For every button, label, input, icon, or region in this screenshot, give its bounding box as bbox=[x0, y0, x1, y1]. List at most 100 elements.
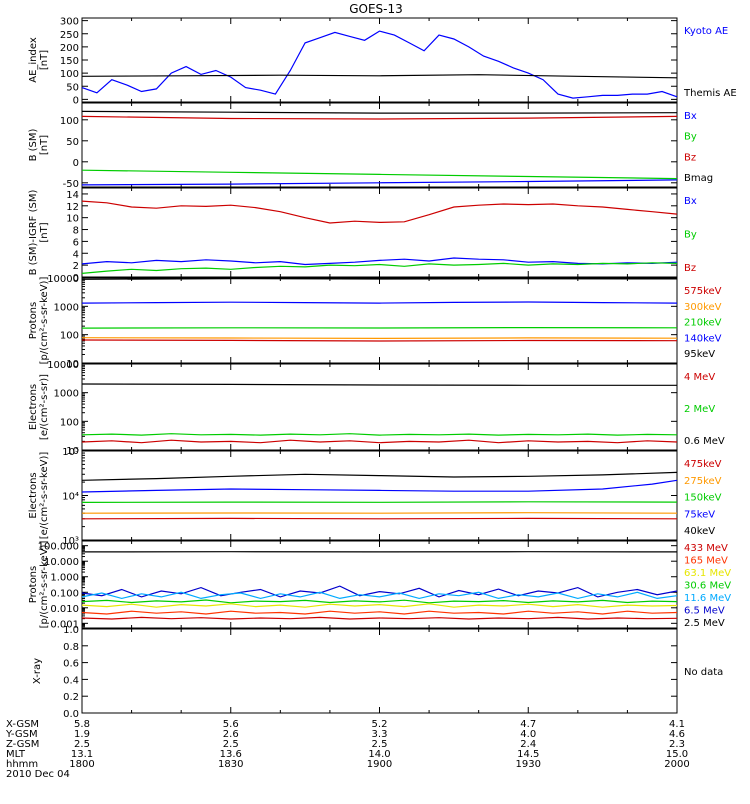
y-tick-label: 10⁵ bbox=[62, 447, 79, 458]
y-tick-label: 0.010 bbox=[50, 604, 79, 615]
panel-frame bbox=[82, 629, 677, 713]
series-line-e275 bbox=[82, 513, 677, 514]
ephemeris-date: 2010 Dec 04 bbox=[6, 769, 70, 780]
legend-e4: 4 MeV bbox=[684, 372, 715, 383]
y-tick-label: 300 bbox=[60, 17, 79, 28]
y-tick-label: 10000 bbox=[47, 274, 79, 285]
y-tick-label: 8 bbox=[73, 226, 79, 237]
ephemeris-table: X-GSMY-GSMZ-GSMMLThhmm5.81.92.513.118005… bbox=[5, 719, 690, 780]
series-line-e40 bbox=[82, 472, 677, 480]
legend-p63: 63.1 MeV bbox=[684, 568, 731, 579]
series-line-by bbox=[82, 170, 677, 178]
series-line-kyoto bbox=[82, 31, 677, 98]
y-tick-label: 100 bbox=[60, 417, 79, 428]
legend-bz: Bz bbox=[684, 263, 696, 274]
y-tick-label: 1000 bbox=[54, 302, 79, 313]
legend-p65: 6.5 MeV bbox=[684, 606, 725, 617]
ephemeris-value: 1900 bbox=[367, 759, 392, 770]
y-tick-label: 0.6 bbox=[63, 659, 79, 670]
y-tick-label: 50 bbox=[66, 82, 79, 93]
panel-electrons2: 10³10⁴10⁵Electrons[e/(cm²-s-sr-keV)]475k… bbox=[28, 447, 722, 547]
legend-by: By bbox=[684, 132, 697, 143]
series-line-p575 bbox=[82, 340, 677, 341]
legend-by: By bbox=[684, 230, 697, 241]
ephemeris-value: 2000 bbox=[664, 759, 689, 770]
legend-bz: Bz bbox=[684, 152, 696, 163]
series-line-p165 bbox=[82, 611, 677, 614]
series-line-bz bbox=[82, 201, 677, 223]
series-line-p433 bbox=[82, 617, 677, 619]
panel-frame bbox=[82, 541, 677, 628]
panel-protons2: 0.0010.0100.1001.00010.000100.000Protons… bbox=[28, 541, 731, 631]
y-tick-label: 6 bbox=[73, 237, 79, 248]
panel-frame bbox=[82, 451, 677, 540]
y-tick-label: 10000 bbox=[47, 360, 79, 371]
y-tick-label: 150 bbox=[60, 56, 79, 67]
no-data-label: No data bbox=[684, 667, 723, 678]
legend-themis: Themis AE bbox=[683, 88, 737, 99]
legend-e2: 2 MeV bbox=[684, 404, 715, 415]
y-tick-label: 0.2 bbox=[63, 692, 79, 703]
series-line-p63 bbox=[82, 604, 677, 607]
figure-title: GOES-13 bbox=[349, 2, 403, 16]
ephemeris-value: 1830 bbox=[218, 759, 243, 770]
y-tick-label: -50 bbox=[63, 179, 79, 190]
y-tick-label: 200 bbox=[60, 43, 79, 54]
y-tick-label: 0.100 bbox=[50, 588, 79, 599]
series-line-e75 bbox=[82, 480, 677, 492]
y-tick-label: 10 bbox=[66, 214, 79, 225]
y-tick-label: 250 bbox=[60, 30, 79, 41]
legend-p11: 11.6 MeV bbox=[684, 593, 731, 604]
series-line-p140 bbox=[82, 302, 677, 303]
panel-protons1: 10100100010000Protons[p/(cm²-s-sr-keV)]5… bbox=[28, 274, 722, 370]
y-tick-label: 10⁴ bbox=[62, 492, 79, 503]
legend-p25: 2.5 MeV bbox=[684, 618, 725, 629]
y-tick-label: 0.8 bbox=[63, 642, 79, 653]
legend-e06: 0.6 MeV bbox=[684, 436, 725, 447]
series-line-p30 bbox=[82, 600, 677, 603]
legend-p433: 433 MeV bbox=[684, 543, 728, 554]
y-axis-label: B (SM)-IGRF (SM)[nT] bbox=[28, 190, 50, 276]
y-tick-label: 100 bbox=[60, 69, 79, 80]
series-line-e150 bbox=[82, 502, 677, 503]
y-tick-label: 2 bbox=[73, 261, 79, 272]
panel-frame bbox=[82, 364, 677, 450]
y-tick-label: 0.4 bbox=[63, 675, 79, 686]
y-tick-label: 50 bbox=[66, 137, 79, 148]
y-tick-label: 100 bbox=[60, 331, 79, 342]
y-axis-label: AE_index[nT] bbox=[28, 37, 50, 83]
series-line-p300 bbox=[82, 338, 677, 339]
y-axis-label: Electrons[e/(cm²-s-sr)] bbox=[28, 374, 50, 440]
series-line-e4 bbox=[82, 440, 677, 443]
legend-p140: 140keV bbox=[684, 333, 722, 344]
series-line-p11 bbox=[82, 592, 677, 598]
series-line-themis bbox=[82, 75, 677, 78]
y-axis-label: Protons[p/(cm²-s-sr-keV)] bbox=[28, 541, 50, 629]
ephemeris-value: 1800 bbox=[69, 759, 94, 770]
legend-kyoto: Kyoto AE bbox=[684, 26, 728, 37]
legend-bmag: Bmag bbox=[684, 173, 713, 184]
y-tick-label: 12 bbox=[66, 202, 79, 213]
legend-e475: 475keV bbox=[684, 459, 722, 470]
series-line-bmag bbox=[82, 111, 677, 113]
legend-p575: 575keV bbox=[684, 286, 722, 297]
series-line-e2 bbox=[82, 434, 677, 435]
series-line-e06 bbox=[82, 384, 677, 385]
legend-e150: 150keV bbox=[684, 493, 722, 504]
series-line-p65 bbox=[82, 586, 677, 597]
y-axis-label: Electrons[e/(cm²-s-sr-keV)] bbox=[28, 452, 50, 540]
y-tick-label: 1.0 bbox=[63, 625, 79, 636]
legend-e75: 75keV bbox=[684, 509, 715, 520]
series-line-bz bbox=[82, 116, 677, 119]
y-tick-label: 0 bbox=[73, 158, 79, 169]
legend-p30: 30.6 MeV bbox=[684, 581, 731, 592]
legend-e275: 275keV bbox=[684, 476, 722, 487]
legend-p95: 95keV bbox=[684, 349, 715, 360]
series-line-p95 bbox=[82, 279, 677, 280]
